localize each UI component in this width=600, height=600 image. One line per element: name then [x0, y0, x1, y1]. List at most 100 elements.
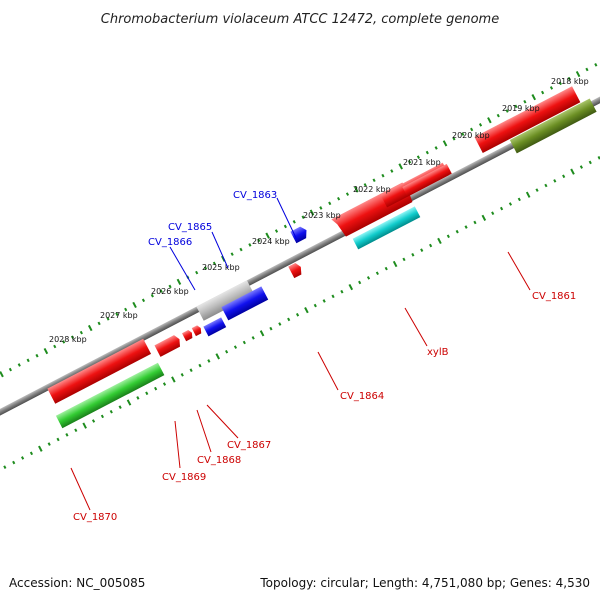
minor-tick — [544, 183, 548, 188]
outer-tick-row — [0, 63, 598, 378]
kbp-label: 2018 kbp — [551, 77, 589, 86]
minor-tick — [189, 368, 193, 373]
major-tick — [437, 237, 442, 245]
major-tick — [265, 232, 270, 239]
kbp-label: 2023 kbp — [303, 211, 341, 220]
genome-backbone — [0, 31, 600, 499]
gene-feature-cv1870[interactable] — [55, 362, 165, 429]
major-tick — [126, 399, 132, 406]
gene-label-cv1863[interactable]: CV_1863 — [233, 190, 277, 201]
minor-tick — [411, 252, 415, 257]
gene-labels: CV_1863 CV_1865 CV_1866 CV_1861 xylB CV_… — [73, 190, 576, 523]
minor-tick — [464, 225, 468, 229]
gene-label-cv1868[interactable]: CV_1868 — [197, 455, 241, 466]
minor-tick — [553, 179, 557, 183]
gene-feature-cv1860[interactable] — [474, 86, 581, 153]
gene-feature-cv1866[interactable] — [221, 286, 269, 321]
minor-tick — [517, 197, 521, 202]
gene-feature-cv1867[interactable] — [191, 324, 203, 337]
minor-tick — [558, 81, 562, 86]
minor-tick — [381, 173, 385, 178]
minor-tick — [535, 188, 539, 192]
gene-feature-cv1865[interactable] — [196, 280, 255, 321]
major-tick — [304, 307, 309, 314]
minor-tick — [198, 363, 202, 368]
minor-tick — [322, 299, 326, 303]
leader-cv1867 — [206, 404, 239, 439]
minor-tick — [106, 316, 110, 321]
minor-tick — [372, 178, 376, 183]
minor-tick — [508, 202, 513, 206]
gene-feature-cv1868[interactable] — [182, 329, 194, 342]
minor-tick — [567, 76, 571, 81]
minor-tick — [473, 220, 477, 225]
major-tick — [570, 168, 575, 175]
kbp-labels: 2018 kbp 2019 kbp 2020 kbp 2021 kbp 2022… — [49, 77, 589, 344]
minor-tick — [91, 419, 96, 423]
minor-tick — [257, 238, 261, 243]
gene-label-cv1870[interactable]: CV_1870 — [73, 512, 117, 523]
major-tick — [398, 163, 403, 170]
major-tick — [43, 347, 49, 355]
minor-tick — [496, 113, 500, 118]
gene-feature-cv1869[interactable] — [154, 334, 182, 357]
minor-tick — [319, 206, 323, 210]
kbp-label: 2028 kbp — [49, 335, 87, 344]
gene-feature-cv1866b[interactable] — [203, 317, 227, 337]
major-tick — [481, 214, 487, 221]
gene-label-cv1869[interactable]: CV_1869 — [162, 472, 206, 483]
gene-label-cv1867[interactable]: CV_1867 — [227, 440, 271, 451]
minor-tick — [562, 174, 566, 179]
minor-tick — [248, 243, 252, 247]
kbp-label: 2027 kbp — [100, 311, 138, 320]
minor-tick — [407, 160, 412, 164]
major-tick — [442, 140, 448, 147]
gene-label-xylb[interactable]: xylB — [427, 347, 449, 358]
leader-cv1864 — [317, 351, 339, 391]
gene-feature-olive[interactable] — [509, 98, 597, 154]
minor-tick — [74, 428, 78, 433]
gene-label-cv1866[interactable]: CV_1866 — [148, 237, 192, 248]
major-tick — [259, 330, 265, 337]
kbp-label: 2022 kbp — [353, 185, 391, 194]
minor-tick — [416, 155, 421, 159]
gene-label-cv1861[interactable]: CV_1861 — [532, 291, 576, 302]
major-tick — [38, 445, 43, 452]
minor-tick — [588, 160, 592, 165]
minor-tick — [115, 312, 119, 316]
leader-cv1869 — [174, 420, 181, 469]
gene-feature-xylb[interactable] — [352, 206, 421, 250]
gene-feature-cv1870-upper[interactable] — [47, 338, 152, 404]
minor-tick — [150, 293, 154, 298]
kbp-label: 2019 kbp — [502, 104, 540, 113]
minor-tick — [225, 349, 229, 354]
minor-tick — [429, 243, 433, 248]
minor-tick — [207, 359, 211, 363]
minor-tick — [523, 99, 527, 104]
gene-feature-cv1863[interactable] — [290, 225, 309, 244]
kbp-label: 2026 kbp — [151, 287, 189, 296]
kbp-label: 2024 kbp — [252, 237, 290, 246]
genome-track-group — [0, 31, 600, 499]
accession-text: Accession: NC_005085 — [9, 576, 145, 590]
major-tick — [82, 422, 87, 429]
minor-tick — [100, 414, 104, 419]
minor-tick — [384, 266, 388, 271]
major-tick — [531, 94, 537, 101]
major-tick — [0, 371, 4, 378]
minor-tick — [514, 104, 518, 109]
minor-tick — [124, 307, 128, 312]
minor-tick — [301, 215, 305, 219]
minor-tick — [455, 229, 459, 234]
minor-tick — [287, 317, 291, 322]
gene-feature-cv1861[interactable] — [402, 163, 452, 197]
gene-feature-cv1864[interactable] — [288, 262, 304, 279]
kbp-label: 2025 kbp — [202, 263, 240, 272]
minor-tick — [328, 201, 332, 206]
gene-label-cv1865[interactable]: CV_1865 — [168, 222, 212, 233]
gene-label-cv1864[interactable]: CV_1864 — [340, 391, 384, 402]
minor-tick — [363, 183, 367, 187]
minor-tick — [375, 271, 379, 276]
minor-tick — [251, 336, 255, 340]
minor-tick — [168, 284, 172, 289]
